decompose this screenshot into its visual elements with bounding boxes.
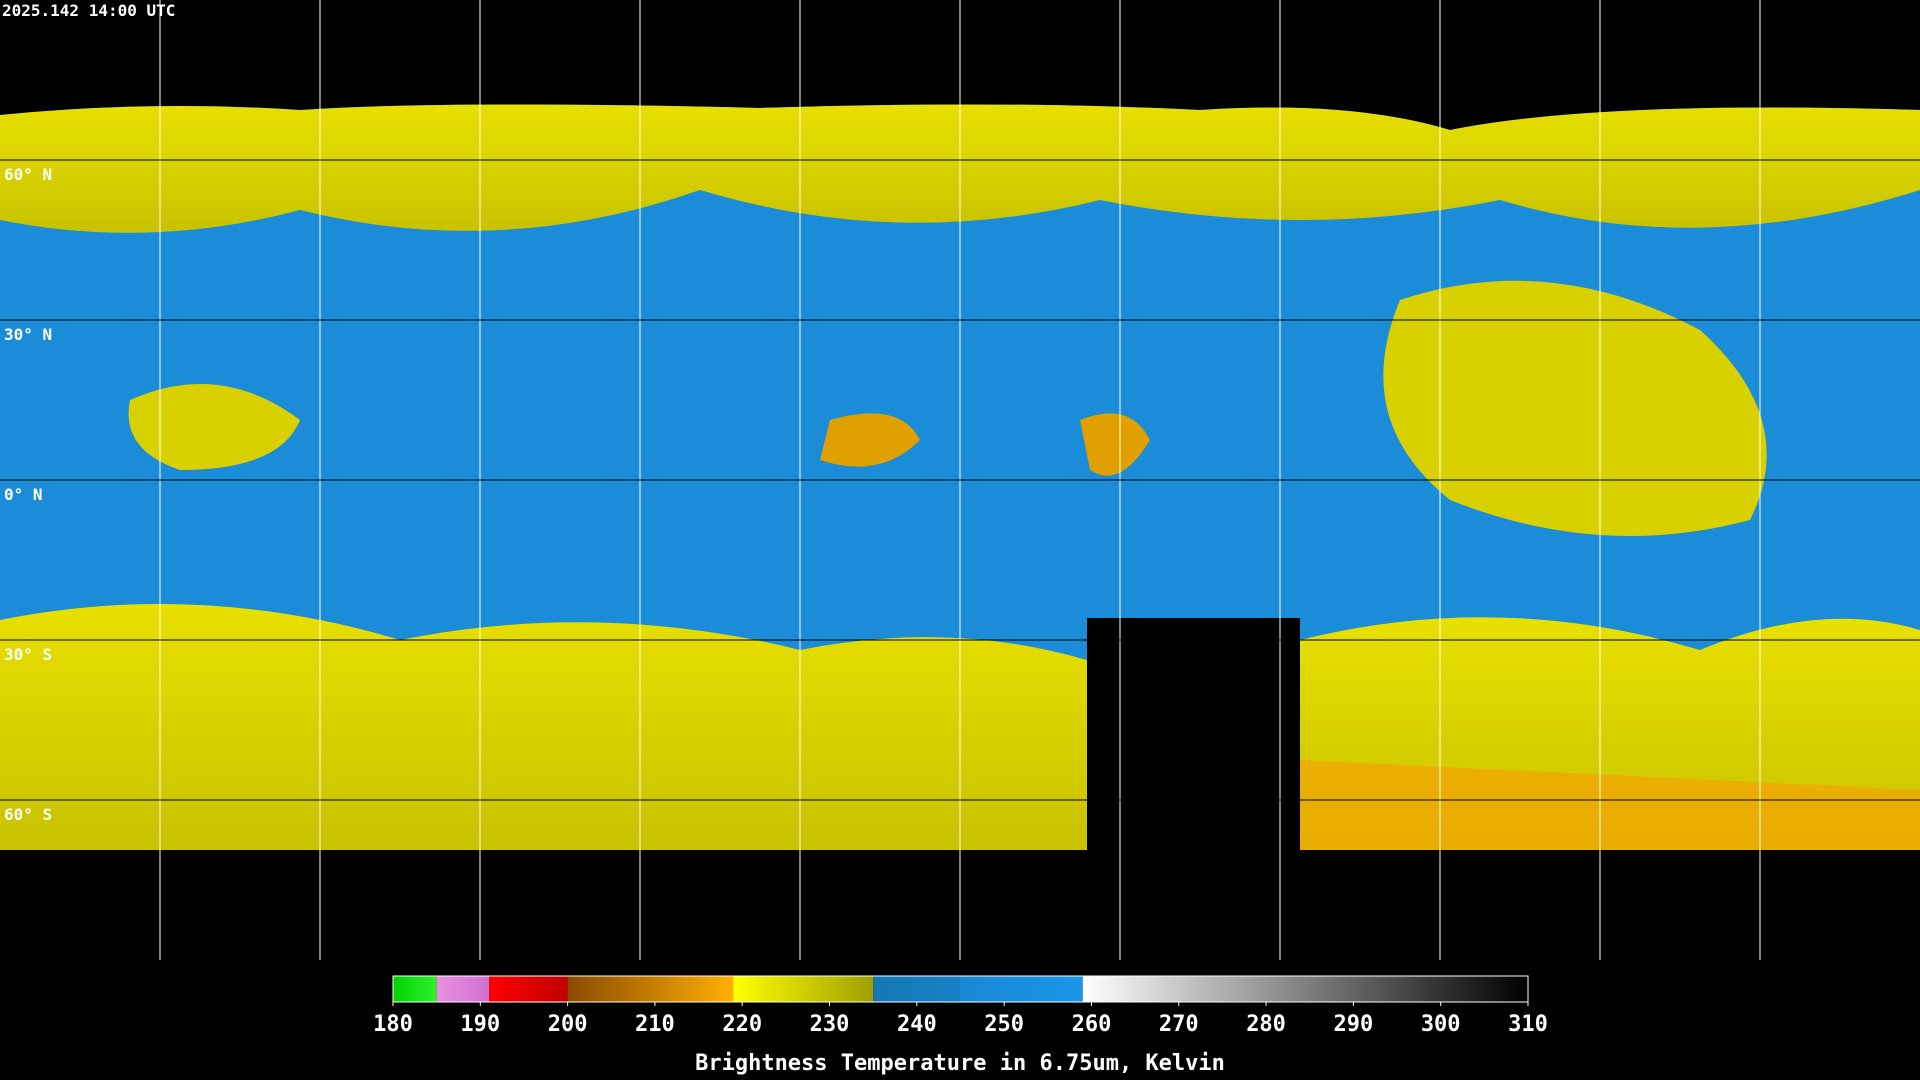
colorbar-frame: [392, 975, 1529, 1003]
colorbar-segment: [733, 976, 874, 1002]
colorbar-tick-label: 280: [1246, 1012, 1286, 1037]
latitude-label: 30° S: [4, 645, 52, 664]
colorbar-segment: [873, 976, 961, 1002]
convection: [1080, 413, 1150, 476]
colorbar-tick-label: 230: [810, 1012, 850, 1037]
colorbar-tick-label: 290: [1334, 1012, 1374, 1037]
colorbar-segment: [567, 976, 734, 1002]
timestamp: 2025.142 14:00 UTC: [2, 1, 175, 20]
colorbar-tick-label: 300: [1421, 1012, 1461, 1037]
colorbar-tick-label: 200: [548, 1012, 588, 1037]
cold-band-south: [1300, 760, 1920, 850]
colorbar-segment: [960, 976, 1083, 1002]
latitude-label: 0° N: [4, 485, 43, 504]
colorbar-tick-label: 190: [460, 1012, 500, 1037]
colorbar-tick-label: 260: [1072, 1012, 1112, 1037]
colorbar-segment: [393, 976, 437, 1002]
colorbar-segment: [436, 976, 490, 1002]
colorbar-tick-label: 240: [897, 1012, 937, 1037]
tropical-cloud: [1383, 280, 1767, 536]
colorbar-tick-label: 210: [635, 1012, 675, 1037]
colorbar-tick-label: 220: [722, 1012, 762, 1037]
latitude-label: 30° N: [4, 325, 52, 344]
convection: [820, 413, 920, 467]
colorbar-segment: [489, 976, 568, 1002]
colorbar-tick-label: 250: [984, 1012, 1024, 1037]
moist-band-south-west: [0, 604, 1087, 850]
colorbar: 180 190 200 210 220 230 240 250 260 270 280 290 300 3…: [373, 975, 1548, 1037]
latitude-label: 60° S: [4, 805, 52, 824]
graticule: [159, 0, 1761, 960]
colorbar-tick-label: 310: [1508, 1012, 1548, 1037]
tropical-cloud: [128, 384, 300, 470]
colorbar-segment: [1082, 976, 1528, 1002]
latitude-labels: 60° N 30° N 0° N 30° S 60° S: [4, 165, 52, 824]
colorbar-tick-label: 270: [1159, 1012, 1199, 1037]
colorbar-title: Brightness Temperature in 6.75um, Kelvin: [695, 1051, 1225, 1076]
colorbar-tick-label: 180: [373, 1012, 413, 1037]
latitude-label: 60° N: [4, 165, 52, 184]
